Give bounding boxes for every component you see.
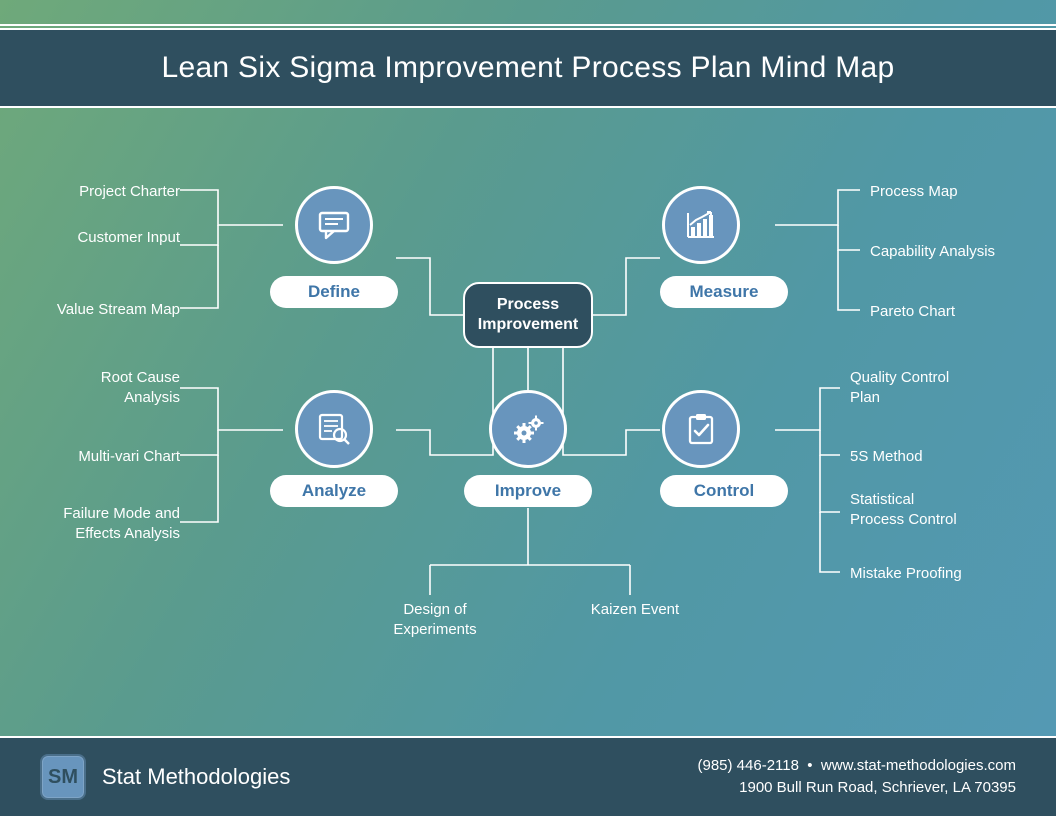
measure-leaf-1: Capability Analysis [870,242,995,262]
control-node [662,390,740,468]
contact-line-1: (985) 446-2118 • www.stat-methodologies.… [697,755,1016,778]
contact-address: 1900 Bull Run Road, Schriever, LA 70395 [697,777,1016,800]
chat-icon [314,205,354,245]
separator: • [807,757,812,774]
analyze-pill: Analyze [270,475,398,507]
analyze-label: Analyze [302,481,366,501]
define-leaf-0: Project Charter [40,182,180,202]
top-strip [0,0,1056,26]
contact-phone: (985) 446-2118 [697,757,798,774]
control-pill: Control [660,475,788,507]
analyze-leaf-0: Root Cause Analysis [60,368,180,409]
page-title: Lean Six Sigma Improvement Process Plan … [161,51,894,85]
measure-leaf-0: Process Map [870,182,958,202]
measure-leaf-2: Pareto Chart [870,302,955,322]
center-node: Process Improvement [463,282,593,348]
contact-website: www.stat-methodologies.com [821,757,1016,774]
gears-icon [508,409,548,449]
analyze-leaf-1: Multi-vari Chart [40,447,180,467]
chart-icon [681,205,721,245]
control-leaf-3: Mistake Proofing [850,564,962,584]
improve-label: Improve [495,481,561,501]
define-pill: Define [270,276,398,308]
improve-pill: Improve [464,475,592,507]
mindmap-canvas: Process Improvement Define Project Chart… [0,110,1056,734]
control-leaf-0: Quality Control Plan [850,368,970,409]
define-node [295,186,373,264]
improve-leaf-0: Design of Experiments [380,600,490,641]
improve-node [489,390,567,468]
analyze-leaf-2: Failure Mode and Effects Analysis [30,504,180,545]
control-label: Control [694,481,754,501]
search-list-icon [314,409,354,449]
clipboard-check-icon [681,409,721,449]
measure-label: Measure [690,282,759,302]
control-leaf-1: 5S Method [850,447,923,467]
title-bar: Lean Six Sigma Improvement Process Plan … [0,28,1056,108]
define-leaf-1: Customer Input [40,228,180,248]
improve-leaf-1: Kaizen Event [580,600,690,620]
analyze-node [295,390,373,468]
footer: SM Stat Methodologies (985) 446-2118 • w… [0,736,1056,816]
contact-block: (985) 446-2118 • www.stat-methodologies.… [697,755,1016,800]
define-leaf-2: Value Stream Map [20,300,180,320]
brand-name: Stat Methodologies [102,764,290,790]
define-label: Define [308,282,360,302]
measure-pill: Measure [660,276,788,308]
brand-badge: SM [40,754,86,800]
measure-node [662,186,740,264]
control-leaf-2: Statistical Process Control [850,490,970,531]
center-label: Process Improvement [465,295,591,335]
brand: SM Stat Methodologies [40,754,290,800]
